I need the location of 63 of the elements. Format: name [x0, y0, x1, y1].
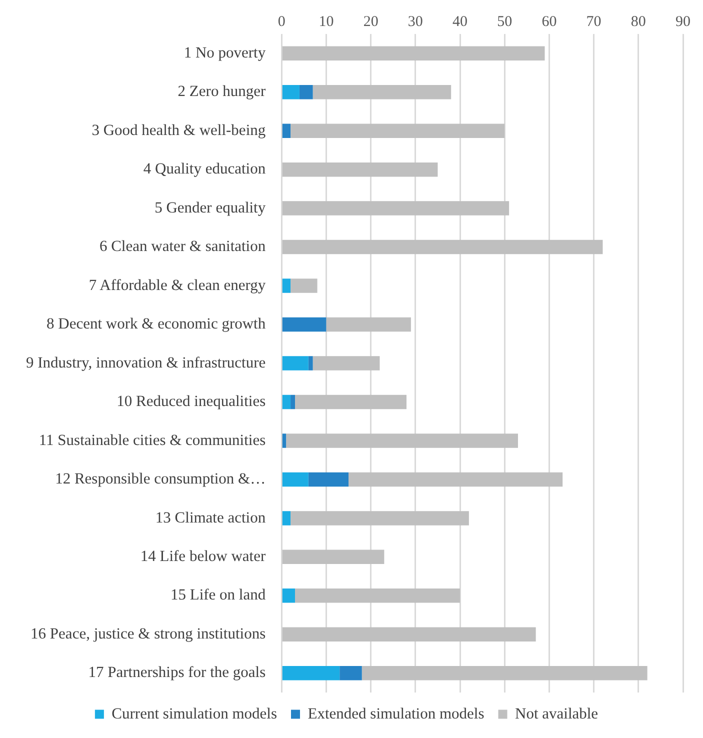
- y-tick-label: 14 Life below water: [140, 548, 266, 566]
- x-tick-label: 50: [497, 14, 512, 30]
- bar: [286, 434, 518, 448]
- y-tick-label: 3 Good health & well-being: [92, 122, 266, 139]
- y-tick-label: 13 Climate action: [155, 509, 266, 526]
- y-tick-label: 8 Decent work & economic growth: [46, 316, 266, 333]
- bar: [282, 162, 438, 177]
- x-tick-label: 40: [452, 14, 468, 30]
- bar: [282, 201, 510, 216]
- bar: [282, 472, 308, 487]
- bar: [290, 394, 295, 410]
- x-tick-label: 90: [676, 14, 690, 30]
- bar: [362, 666, 648, 680]
- x-tick-label: 80: [630, 14, 646, 30]
- bar: [312, 356, 380, 370]
- y-tick-label: 2 Zero hunger: [178, 83, 266, 100]
- bar: [282, 511, 291, 526]
- bar: [282, 627, 536, 642]
- bar: [348, 472, 563, 487]
- bar: [290, 511, 469, 526]
- bar: [282, 356, 308, 370]
- bar: [290, 278, 318, 293]
- legend-label: Not available: [515, 705, 598, 722]
- x-tick-label: 60: [542, 14, 557, 30]
- y-tick-label: 7 Affordable & clean energy: [88, 276, 266, 294]
- y-tick-label: 15 Life on land: [170, 586, 266, 604]
- bar: [282, 317, 326, 332]
- x-tick-label: 10: [318, 14, 334, 30]
- bar: [282, 84, 300, 100]
- y-tick-label: 16 Peace, justice & strong institutions: [30, 625, 266, 642]
- bar: [282, 434, 286, 448]
- y-tick-label: 9 Industry, innovation & infrastructure: [26, 354, 266, 372]
- legend-label: Current simulation models: [112, 705, 278, 722]
- bar: [308, 472, 349, 487]
- bar: [282, 550, 384, 564]
- y-tick-label: 1 No poverty: [184, 44, 266, 62]
- bar: [282, 588, 295, 603]
- y-tick-label: 17 Partnerships for the goals: [88, 664, 266, 682]
- bar: [282, 124, 291, 138]
- y-tick-label: 5 Gender equality: [154, 199, 266, 216]
- x-tick-label: 30: [408, 14, 423, 30]
- bar: [308, 356, 313, 370]
- bar: [282, 46, 545, 60]
- bar: [295, 588, 460, 603]
- y-tick-label: 11 Sustainable cities & communities: [38, 432, 266, 449]
- bar: [282, 240, 603, 254]
- bar: [295, 394, 406, 410]
- x-tick-label: 0: [278, 14, 286, 30]
- y-tick-label: 12 Responsible consumption &…: [55, 470, 266, 488]
- bar: [299, 84, 313, 100]
- y-tick-label: 6 Clean water & sanitation: [99, 238, 266, 256]
- y-tick-label: 4 Quality education: [143, 160, 266, 178]
- bar: [282, 278, 291, 293]
- x-tick-label: 70: [586, 14, 602, 30]
- x-tick-label: 20: [363, 14, 378, 30]
- legend-label: Extended simulation models: [308, 705, 484, 722]
- bar: [340, 666, 362, 680]
- bar: [282, 394, 291, 410]
- bar: [282, 666, 340, 680]
- bar: [326, 317, 411, 332]
- bar: [312, 84, 452, 100]
- y-tick-label: 10 Reduced inequalities: [116, 393, 266, 410]
- bar: [290, 124, 505, 138]
